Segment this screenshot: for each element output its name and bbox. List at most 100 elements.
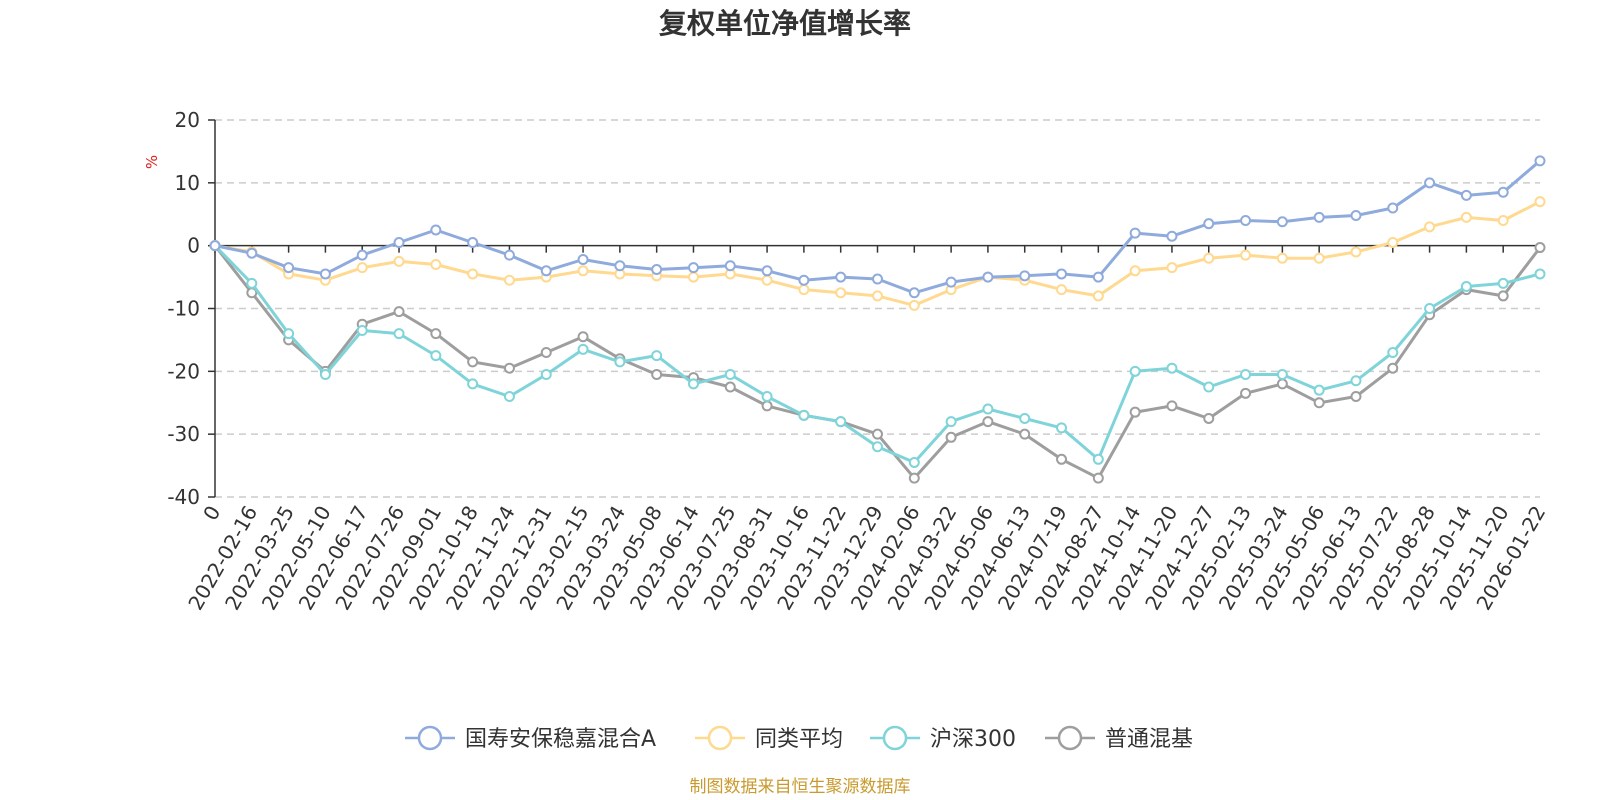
data-point xyxy=(467,378,479,390)
series-1 xyxy=(209,196,1546,311)
data-point xyxy=(1350,390,1362,402)
data-point xyxy=(393,328,405,340)
data-point xyxy=(1497,215,1509,227)
data-point xyxy=(393,255,405,267)
data-point xyxy=(1056,284,1068,296)
data-point xyxy=(614,260,626,272)
data-point xyxy=(945,276,957,288)
data-point xyxy=(577,253,589,265)
data-point xyxy=(1166,230,1178,242)
data-point xyxy=(1497,290,1509,302)
data-point xyxy=(430,350,442,362)
data-point xyxy=(1056,453,1068,465)
data-point xyxy=(1313,252,1325,264)
legend-item[interactable]: 普通混基 xyxy=(1045,725,1193,752)
legend-item[interactable]: 同类平均 xyxy=(695,725,843,752)
data-point xyxy=(724,381,736,393)
data-point xyxy=(761,265,773,277)
y-tick-label: -40 xyxy=(167,485,200,509)
legend-item[interactable]: 国寿安保稳嘉混合A xyxy=(405,725,656,752)
data-point xyxy=(393,237,405,249)
data-point xyxy=(945,416,957,428)
data-point xyxy=(724,260,736,272)
data-point xyxy=(1497,277,1509,289)
data-point xyxy=(1092,453,1104,465)
data-point xyxy=(503,362,515,374)
series-lines xyxy=(209,155,1546,484)
data-point xyxy=(246,247,258,259)
data-point xyxy=(1166,262,1178,274)
data-point xyxy=(467,356,479,368)
data-point xyxy=(503,274,515,286)
data-point xyxy=(908,287,920,299)
data-point xyxy=(651,350,663,362)
data-point xyxy=(835,287,847,299)
data-point xyxy=(540,346,552,358)
data-point xyxy=(798,284,810,296)
data-point xyxy=(1092,290,1104,302)
data-point xyxy=(982,416,994,428)
data-point xyxy=(319,368,331,380)
data-point xyxy=(651,264,663,276)
y-tick-labels: 20 10 0 -10 -20 -30 -40 xyxy=(167,108,200,509)
series-2 xyxy=(209,240,1546,468)
data-point xyxy=(1313,397,1325,409)
legend[interactable]: 国寿安保稳嘉混合A 同类平均 沪深300 普通混基 xyxy=(405,725,1193,752)
data-point xyxy=(798,274,810,286)
data-point xyxy=(246,277,258,289)
data-point xyxy=(614,356,626,368)
legend-marker-icon xyxy=(417,725,443,751)
data-point xyxy=(577,343,589,355)
data-point xyxy=(1203,381,1215,393)
data-point xyxy=(908,456,920,468)
data-point xyxy=(1424,221,1436,233)
axes xyxy=(208,119,1541,498)
chart-title: 复权单位净值增长率 xyxy=(659,7,911,40)
data-point xyxy=(503,249,515,261)
data-point xyxy=(651,368,663,380)
y-tick-label: -30 xyxy=(167,422,200,446)
data-point xyxy=(1350,375,1362,387)
data-point xyxy=(577,265,589,277)
data-point xyxy=(1350,246,1362,258)
data-point xyxy=(1019,412,1031,424)
data-point xyxy=(1534,268,1546,280)
data-point xyxy=(356,249,368,261)
data-point xyxy=(430,259,442,271)
data-point xyxy=(1534,242,1546,254)
data-point xyxy=(1129,265,1141,277)
data-point xyxy=(430,224,442,236)
data-point xyxy=(1497,186,1509,198)
data-point xyxy=(1056,422,1068,434)
data-point xyxy=(1240,215,1252,227)
y-tick-label: -10 xyxy=(167,297,200,321)
legend-label: 沪深300 xyxy=(930,727,1016,752)
series-line xyxy=(214,159,1541,295)
data-point xyxy=(283,262,295,274)
data-point xyxy=(540,265,552,277)
data-point xyxy=(1019,270,1031,282)
data-point xyxy=(1240,249,1252,261)
data-point xyxy=(1350,210,1362,222)
legend-item[interactable]: 沪深300 xyxy=(870,725,1016,752)
data-point xyxy=(1056,268,1068,280)
y-tick-label: 20 xyxy=(175,108,200,132)
data-point xyxy=(761,274,773,286)
legend-label: 国寿安保稳嘉混合A xyxy=(465,727,656,752)
data-point xyxy=(1019,428,1031,440)
data-point xyxy=(1129,227,1141,239)
data-point xyxy=(798,409,810,421)
data-point xyxy=(1460,189,1472,201)
series-3 xyxy=(209,240,1546,484)
x-tick-labels: 02022-02-162022-03-252022-05-102022-06-1… xyxy=(183,502,1550,615)
data-point xyxy=(761,400,773,412)
data-point xyxy=(577,331,589,343)
data-point xyxy=(467,268,479,280)
data-point xyxy=(908,299,920,311)
data-point xyxy=(1203,252,1215,264)
data-point xyxy=(945,431,957,443)
legend-marker-icon xyxy=(882,725,908,751)
data-point xyxy=(209,240,221,252)
data-point xyxy=(319,268,331,280)
